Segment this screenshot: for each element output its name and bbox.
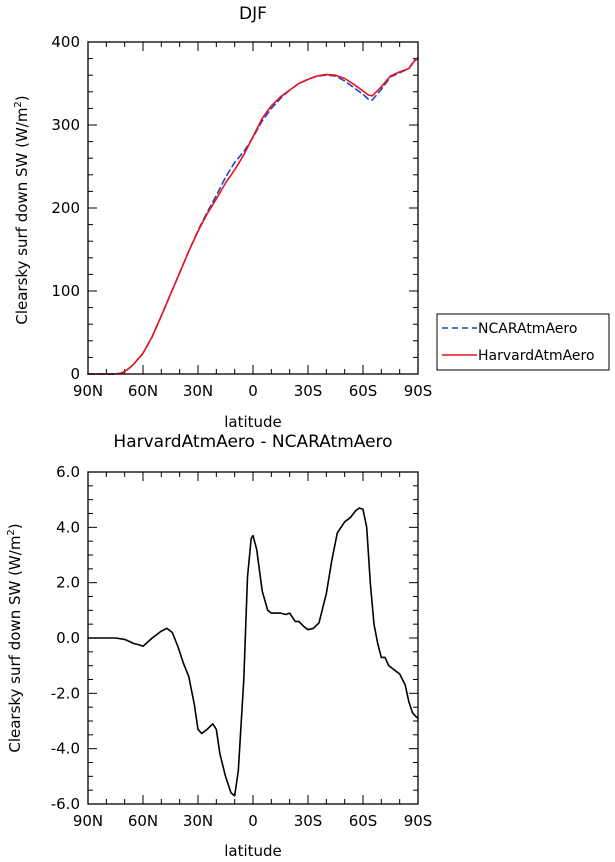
legend-box — [436, 313, 610, 371]
x-tick-label: 30S — [294, 812, 323, 830]
legend-label-harvard: HarvardAtmAero — [478, 348, 595, 364]
y-tick-label: 300 — [51, 116, 80, 134]
chart-1-xlabel: latitude — [224, 413, 282, 431]
chart-2-ylabel-sup: 2 — [6, 529, 17, 535]
chart-2-ylabel-main: Clearsky surf down SW (W/m — [6, 536, 24, 753]
chart-1-frame — [87, 41, 419, 375]
y-tick-label: 6.0 — [56, 463, 80, 481]
chart-1-ylabel: Clearsky surf down SW (W/m2) — [13, 95, 31, 324]
series-line-ncaratmaero — [87, 56, 419, 375]
chart-1-ticks — [87, 41, 419, 375]
legend-label-ncar: NCARAtmAero — [478, 321, 577, 337]
chart-2-ticks — [87, 471, 419, 805]
x-tick-label: 60N — [128, 382, 158, 400]
chart-1-legend: NCARAtmAero HarvardAtmAero — [436, 313, 610, 371]
y-tick-label: -6.0 — [51, 795, 80, 813]
chart-1-ylabel-sup: 2 — [13, 101, 24, 107]
chart-1-tick-labels: 90N 60N 30N 0 30S 60S 90S 0 100 200 300 400 — [51, 33, 432, 400]
chart-2-frame — [87, 471, 419, 805]
chart-2-title: HarvardAtmAero - NCARAtmAero — [113, 432, 392, 452]
x-tick-label: 0 — [248, 382, 258, 400]
x-tick-label: 30N — [183, 812, 213, 830]
chart-2-tick-labels: 90N 60N 30N 0 30S 60S 90S -6.0 -4.0 -2.0 0.0 2.0 4.0… — [51, 463, 433, 830]
x-tick-label: 30S — [294, 382, 323, 400]
x-tick-label: 60S — [349, 812, 378, 830]
x-tick-label: 90N — [73, 812, 103, 830]
chart-2: HarvardAtmAero - NCARAtmAero 90N 60N 30N 0 3… — [6, 432, 432, 860]
chart-1: DJF 90N 60N 30N 0 30S 60S 90S 0 100 200 300 400 lat… — [13, 4, 610, 431]
chart-2-series — [87, 507, 419, 797]
chart-2-xlabel: latitude — [224, 842, 282, 860]
y-tick-label: -2.0 — [51, 684, 80, 702]
y-tick-label: 200 — [51, 199, 80, 217]
y-tick-label: 400 — [51, 33, 80, 51]
x-tick-label: 0 — [248, 812, 258, 830]
x-tick-label: 90N — [73, 382, 103, 400]
x-tick-label: 30N — [183, 382, 213, 400]
x-tick-label: 60N — [128, 812, 158, 830]
y-tick-label: 0 — [70, 365, 80, 383]
y-tick-label: -4.0 — [51, 740, 80, 758]
y-tick-label: 100 — [51, 282, 80, 300]
x-tick-label: 90S — [404, 812, 433, 830]
y-tick-label: 0.0 — [56, 629, 80, 647]
x-tick-label: 60S — [349, 382, 378, 400]
y-tick-label: 2.0 — [56, 574, 80, 592]
series-line-difference — [87, 507, 419, 797]
chart-1-ylabel-close: ) — [13, 95, 31, 101]
chart-1-series — [87, 56, 419, 375]
y-tick-label: 4.0 — [56, 518, 80, 536]
chart-2-ylabel: Clearsky surf down SW (W/m2) — [6, 523, 24, 752]
chart-2-ylabel-close: ) — [6, 523, 24, 529]
chart-1-title: DJF — [239, 4, 267, 24]
x-tick-label: 90S — [404, 382, 433, 400]
series-line-harvardatmaero — [87, 57, 419, 375]
chart-1-ylabel-main: Clearsky surf down SW (W/m — [13, 108, 31, 325]
